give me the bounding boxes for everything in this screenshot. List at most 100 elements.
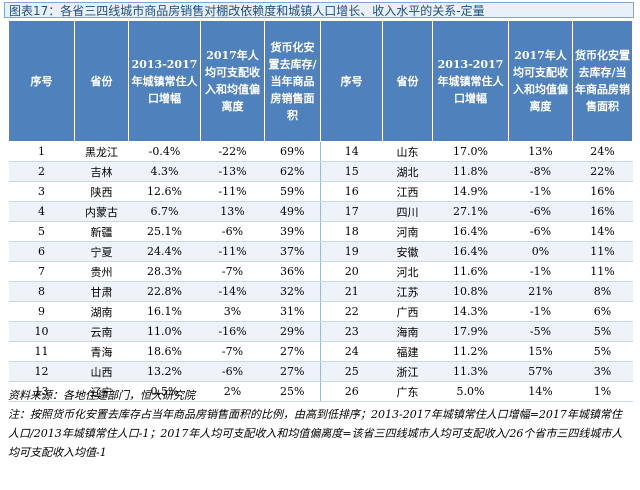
- table-cell: 16.4%: [432, 241, 509, 262]
- table-cell: 25%: [264, 381, 321, 402]
- table-cell: 山西: [74, 361, 129, 382]
- table-row: 13 辽宁 0.5% 2% 25% 26 广东 5.0% 14% 1%: [8, 381, 633, 402]
- table-cell: 2%: [200, 381, 265, 402]
- table-cell: 16: [320, 181, 383, 202]
- table-cell: 14%: [508, 381, 573, 402]
- table-cell: -0.4%: [128, 141, 201, 162]
- table-cell: 31%: [264, 301, 321, 322]
- table-cell: 8%: [572, 281, 633, 302]
- table-row: 8 甘肃 22.8% -14% 32% 21 江苏 10.8% 21% 8%: [8, 281, 633, 302]
- table-cell: 14: [320, 141, 383, 162]
- table-cell: 25: [320, 361, 383, 382]
- table-cell: 14%: [572, 221, 633, 242]
- data-table: 序号 省份 2013-2017年城镇常住人口增幅 2017年人均可支配收入和均值偏离度…: [8, 20, 633, 402]
- table-cell: 5: [8, 221, 75, 242]
- header-cell: 2013-2017年城镇常住人口增幅: [128, 20, 201, 142]
- table-cell: 16%: [572, 201, 633, 222]
- table-cell: -11%: [200, 181, 265, 202]
- table-cell: -6%: [200, 221, 265, 242]
- table-cell: 16.4%: [432, 221, 509, 242]
- table-row: 6 宁夏 24.4% -11% 37% 19 安徽 16.4% 0% 11%: [8, 241, 633, 262]
- table-cell: 11.8%: [432, 161, 509, 182]
- table-cell: 57%: [508, 361, 573, 382]
- table-cell: 25.1%: [128, 221, 201, 242]
- table-cell: 22: [320, 301, 383, 322]
- table-cell: 8: [8, 281, 75, 302]
- table-cell: 江苏: [382, 281, 433, 302]
- title: 图表17：各省三四线城市商品房销售对棚改依赖度和城镇人口增长、收入水平的关系-定…: [4, 2, 634, 18]
- table-cell: 云南: [74, 321, 129, 342]
- table-cell: 21: [320, 281, 383, 302]
- header-cell: 2017年人均可支配收入和均值偏离度: [508, 20, 573, 142]
- table-cell: 海南: [382, 321, 433, 342]
- table-cell: 湖北: [382, 161, 433, 182]
- table-cell: 江西: [382, 181, 433, 202]
- table-cell: 18.6%: [128, 341, 201, 362]
- table-row: 7 贵州 28.3% -7% 36% 20 河北 11.6% -1% 11%: [8, 261, 633, 282]
- table-cell: 16.1%: [128, 301, 201, 322]
- table-cell: -7%: [200, 261, 265, 282]
- table-cell: 广东: [382, 381, 433, 402]
- header-cell: 货币化安置去库存/当年商品房销售面积: [264, 20, 321, 142]
- table-cell: 4.3%: [128, 161, 201, 182]
- table-cell: 3: [8, 181, 75, 202]
- table-cell: 19: [320, 241, 383, 262]
- table-cell: 7: [8, 261, 75, 282]
- table-cell: 14.9%: [432, 181, 509, 202]
- table-cell: 62%: [264, 161, 321, 182]
- table-cell: 13: [8, 381, 75, 402]
- table-cell: 27%: [264, 361, 321, 382]
- table-cell: 49%: [264, 201, 321, 222]
- table-cell: 10.8%: [432, 281, 509, 302]
- table-cell: 新疆: [74, 221, 129, 242]
- table-cell: 青海: [74, 341, 129, 362]
- table-cell: 21%: [508, 281, 573, 302]
- table-cell: 15%: [508, 341, 573, 362]
- table-cell: 28.3%: [128, 261, 201, 282]
- table-cell: 17.0%: [432, 141, 509, 162]
- table-cell: 29%: [264, 321, 321, 342]
- table-row: 2 吉林 4.3% -13% 62% 15 湖北 11.8% -8% 22%: [8, 161, 633, 182]
- table-cell: 9: [8, 301, 75, 322]
- table-cell: 11%: [572, 261, 633, 282]
- table-cell: 69%: [264, 141, 321, 162]
- header-cell: 2017年人均可支配收入和均值偏离度: [200, 20, 265, 142]
- table-cell: 河南: [382, 221, 433, 242]
- table-cell: 广西: [382, 301, 433, 322]
- table-cell: 11.2%: [432, 341, 509, 362]
- table-cell: 22.8%: [128, 281, 201, 302]
- table-cell: 11%: [572, 241, 633, 262]
- table-cell: 32%: [264, 281, 321, 302]
- table-row: 12 山西 13.2% -6% 27% 25 浙江 11.3% 57% 3%: [8, 361, 633, 382]
- header-cell: 2013-2017年城镇常住人口增幅: [432, 20, 509, 142]
- table-cell: 15: [320, 161, 383, 182]
- table-cell: 20: [320, 261, 383, 282]
- table-cell: 12: [8, 361, 75, 382]
- table-cell: 3%: [572, 361, 633, 382]
- header-cell: 序号: [8, 20, 75, 142]
- table-cell: 14.3%: [432, 301, 509, 322]
- footer: 资料来源：各地住建部门，恒大研究院 注：按照货币化安置去库存占当年商品房销售面积…: [8, 386, 632, 462]
- table-cell: 6: [8, 241, 75, 262]
- table-cell: 13.2%: [128, 361, 201, 382]
- table-cell: -14%: [200, 281, 265, 302]
- table-cell: 37%: [264, 241, 321, 262]
- table-cell: -8%: [508, 161, 573, 182]
- table-row: 1 黑龙江 -0.4% -22% 69% 14 山东 17.0% 13% 24%: [8, 141, 633, 162]
- table-cell: 内蒙古: [74, 201, 129, 222]
- table-cell: 11.0%: [128, 321, 201, 342]
- table-cell: 16%: [572, 181, 633, 202]
- note: 注：按照货币化安置去库存占当年商品房销售面积的比例，由高到低排序；2013-20…: [8, 408, 623, 459]
- table-cell: 6.7%: [128, 201, 201, 222]
- table-cell: 0%: [508, 241, 573, 262]
- table-cell: 10: [8, 321, 75, 342]
- table-cell: -11%: [200, 241, 265, 262]
- table-cell: 22%: [572, 161, 633, 182]
- table-row: 9 湖南 16.1% 3% 31% 22 广西 14.3% -1% 6%: [8, 301, 633, 322]
- table-cell: 27%: [264, 341, 321, 362]
- table-cell: -6%: [508, 201, 573, 222]
- table-row: 11 青海 18.6% -7% 27% 24 福建 11.2% 15% 5%: [8, 341, 633, 362]
- table-cell: 3%: [200, 301, 265, 322]
- table-cell: 11.6%: [432, 261, 509, 282]
